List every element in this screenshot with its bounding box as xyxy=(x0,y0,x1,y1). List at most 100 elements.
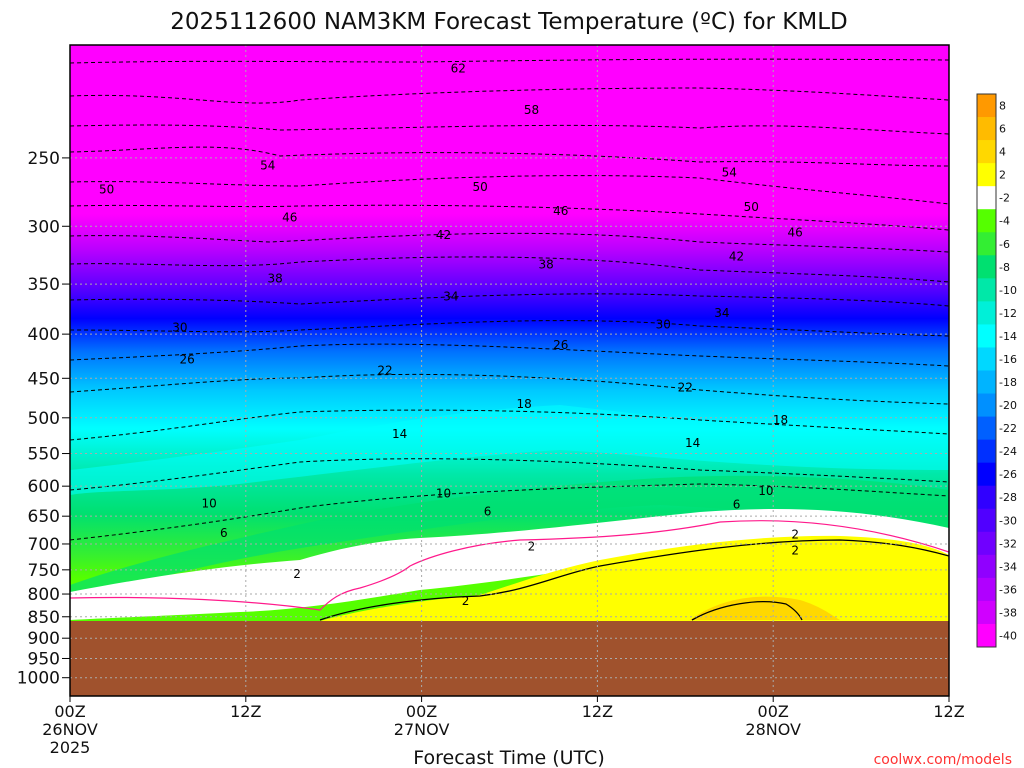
contour-label: 10 xyxy=(758,484,773,498)
x-tick-label: 28NOV xyxy=(745,720,801,739)
contour-label: 38 xyxy=(538,257,553,271)
colorbar-swatch xyxy=(977,623,996,648)
colorbar-label: -28 xyxy=(999,491,1017,504)
colorbar-swatch xyxy=(977,232,996,256)
contour-label: 18 xyxy=(773,413,788,427)
colorbar-swatch xyxy=(977,301,996,325)
y-tick-label: 350 xyxy=(28,275,60,295)
freezing-line xyxy=(70,520,949,611)
contour-label: 14 xyxy=(392,427,407,441)
credit-text[interactable]: coolwx.com/models xyxy=(874,752,1012,768)
contour-label: 2 xyxy=(462,594,470,608)
contour-label: 38 xyxy=(267,272,282,286)
x-tick-label: 26NOV xyxy=(42,720,98,739)
contour-label: 42 xyxy=(436,228,451,242)
colorbar-label: -20 xyxy=(999,399,1017,412)
colorbar-swatch xyxy=(977,117,996,141)
contour-label: 42 xyxy=(729,249,744,263)
contour-label: 50 xyxy=(744,200,759,214)
contour-label: 62 xyxy=(451,62,466,76)
contour-label: 10 xyxy=(436,487,451,501)
y-tick-label: 650 xyxy=(28,507,60,527)
contour-label: 46 xyxy=(553,204,568,218)
y-tick-label: 750 xyxy=(28,561,60,581)
colorbar-label: -24 xyxy=(999,445,1017,458)
colorbar-swatch xyxy=(977,600,996,625)
colorbar-swatch xyxy=(977,393,996,418)
contour-label: 2 xyxy=(791,528,799,542)
colorbar-swatch xyxy=(977,324,996,348)
contour-label: 22 xyxy=(678,380,693,394)
contour-label: 2 xyxy=(791,543,799,557)
colorbar-swatch xyxy=(977,462,996,487)
x-tick-label: 00Z xyxy=(54,702,85,721)
freezing-lines xyxy=(70,520,949,621)
x-tick-label: 00Z xyxy=(758,702,789,721)
y-axis: 2503003504004505005506006507007508008509… xyxy=(17,149,70,689)
plot-border xyxy=(69,44,950,697)
contour-label: 26 xyxy=(180,353,195,367)
colorbar-swatch xyxy=(977,554,996,579)
y-tick-label: 850 xyxy=(28,608,60,628)
contour-label: 30 xyxy=(172,321,187,335)
contour-label: 50 xyxy=(99,183,114,197)
x-axis-label: Forecast Time (UTC) xyxy=(413,747,604,768)
x-tick-label: 27NOV xyxy=(394,720,450,739)
contour-label: 34 xyxy=(443,290,458,304)
colorbar-swatch xyxy=(977,508,996,533)
colorbar-swatch xyxy=(977,94,996,118)
contour-label: 2 xyxy=(528,540,536,554)
chart-title: 2025112600 NAM3KM Forecast Temperature (… xyxy=(170,9,847,35)
y-tick-label: 550 xyxy=(28,445,60,465)
colorbar-label: -40 xyxy=(999,629,1017,642)
contour-label: 50 xyxy=(473,180,488,194)
colorbar-label: -32 xyxy=(999,537,1017,550)
colorbar-swatch xyxy=(977,416,996,441)
plot-area xyxy=(70,45,949,696)
colorbar-swatch xyxy=(977,140,996,164)
contour-label: 14 xyxy=(685,436,700,450)
contour-label: 2 xyxy=(293,567,301,581)
colorbar-label: -6 xyxy=(999,238,1010,251)
y-tick-label: 800 xyxy=(28,585,60,605)
grid xyxy=(69,45,950,696)
colorbar-label: 4 xyxy=(999,146,1006,159)
contour-label: 46 xyxy=(282,210,297,224)
contour-label: 22 xyxy=(377,364,392,378)
colorbar-label: 6 xyxy=(999,123,1006,136)
cyan-band xyxy=(70,405,949,495)
y-tick-label: 450 xyxy=(28,369,60,389)
warm-core xyxy=(690,596,840,620)
colorbar-label: -30 xyxy=(999,514,1017,527)
colorbar-label: -16 xyxy=(999,353,1017,366)
colorbar-label: 8 xyxy=(999,100,1006,113)
y-tick-label: 700 xyxy=(28,535,60,555)
y-tick-label: 900 xyxy=(28,629,60,649)
colorbar-label: -4 xyxy=(999,215,1010,228)
warm-core-line xyxy=(691,601,803,621)
contour-label: 26 xyxy=(553,338,568,352)
colorbar-border xyxy=(976,93,997,648)
colorbar-label: -38 xyxy=(999,606,1017,619)
two-degree-line xyxy=(319,539,949,621)
x-tick-label: 2025 xyxy=(50,738,91,757)
green-band xyxy=(70,475,949,600)
colorbar-swatch xyxy=(977,370,996,395)
colorbar-swatch xyxy=(977,485,996,510)
contour-label: 46 xyxy=(788,225,803,239)
y-tick-label: 300 xyxy=(28,217,60,237)
contour-label: 6 xyxy=(220,526,228,540)
x-tick-label: 12Z xyxy=(933,702,964,721)
colorbar-swatch xyxy=(977,347,996,371)
contour-label: 58 xyxy=(524,103,539,117)
colorbar-swatch xyxy=(977,255,996,279)
y-tick-label: 250 xyxy=(28,149,60,169)
x-tick-label: 12Z xyxy=(230,702,261,721)
colorbar-swatch xyxy=(977,163,996,187)
y-tick-label: 950 xyxy=(28,649,60,669)
colorbar-label: -8 xyxy=(999,261,1010,274)
freezing-layer xyxy=(70,509,949,620)
contour-lines xyxy=(70,58,949,541)
